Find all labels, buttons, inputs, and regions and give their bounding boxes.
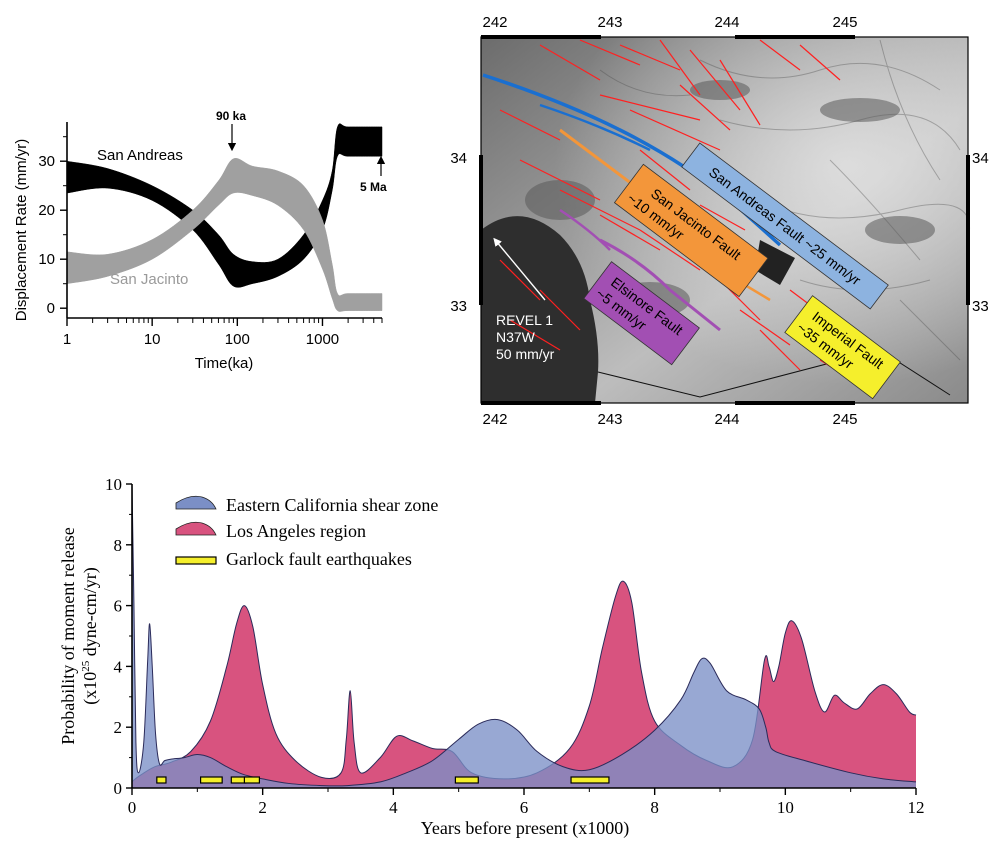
border-line	[597, 349, 881, 398]
ocean	[481, 216, 599, 403]
legend-swatch-garlock	[175, 556, 217, 565]
san-jacinto-label: San Jacinto	[110, 271, 188, 288]
y-tick-label: 30	[38, 153, 55, 170]
y-tick-label: 0	[114, 779, 123, 798]
legend-label-garlock: Garlock fault earthquakes	[226, 549, 412, 569]
revel-arrow	[493, 237, 546, 301]
map-y-tick-right: 33	[972, 298, 989, 315]
x-axis-label: Years before present (x1000)	[421, 818, 630, 839]
garlock-event	[230, 776, 247, 784]
san-jacinto-trace-2	[744, 283, 771, 302]
x-tick-label: 4	[389, 798, 398, 817]
x-tick-label: 1000	[306, 331, 339, 348]
revel-label-1: REVEL 1	[496, 312, 553, 328]
legend-label-la: Los Angeles region	[226, 521, 366, 541]
garlock-event	[570, 776, 610, 784]
revel-label-2: N37W	[496, 329, 536, 345]
outline-eastern-california-shear-zone	[131, 483, 917, 787]
x-tick-label: 8	[650, 798, 659, 817]
garlock-event	[156, 776, 167, 784]
map-x-tick-top: 243	[597, 14, 622, 31]
x-tick-label: 12	[908, 798, 925, 817]
band-san-jacinto	[66, 158, 383, 312]
area-eastern-california-shear-zone	[132, 484, 916, 788]
garlock-event	[243, 776, 261, 784]
map-tick-labels: 242 242 243 243 244 244 245 245 34 34 33 33	[450, 14, 988, 428]
legend-swatch-la	[175, 521, 217, 536]
y-tick-label: 6	[114, 597, 123, 616]
y-tick-label: 10	[38, 251, 55, 268]
outline-los-angeles-region	[131, 580, 917, 783]
bottom-ticks: 0 2 4 6 8 10 12 0 2 4 6 8 10	[105, 475, 925, 817]
x-tick-label: 6	[520, 798, 529, 817]
map-frame-bars	[479, 35, 970, 405]
elsinore-trace-2	[559, 208, 611, 251]
san-andreas-label: San Andreas	[97, 147, 183, 164]
revel-label-3: 50 mm/yr	[496, 346, 555, 362]
map-x-tick-top: 244	[714, 14, 739, 31]
y-tick-label: 0	[47, 300, 55, 317]
y-label-suffix: dyne-cm/yr)	[80, 567, 101, 660]
y-axis-label-line1: Probability of moment release	[58, 527, 78, 744]
legend-item-la: Los Angeles region	[175, 521, 366, 541]
y-label-prefix: (x10	[80, 672, 101, 705]
moment-release-panel: 0 2 4 6 8 10 12 0 2 4 6 8 10 Years before present (x…	[58, 475, 925, 839]
x-tick-label: 1	[63, 331, 71, 348]
y-tick-label: 20	[38, 202, 55, 219]
legend-label-ecsz: Eastern California shear zone	[226, 495, 438, 515]
displacement-ticks: 1 10 100 1000 0 10 20 30	[38, 136, 383, 348]
annotation-5ma: 5 Ma	[360, 180, 387, 194]
annotation-90ka: 90 ka	[216, 109, 246, 123]
map-y-tick-left: 33	[450, 298, 467, 315]
map-y-tick-left: 34	[450, 150, 467, 167]
salton-sea	[755, 240, 795, 285]
map-x-tick-bottom: 244	[714, 411, 739, 428]
garlock-event	[200, 776, 223, 784]
san-andreas-branch	[539, 103, 651, 152]
displacement-rate-panel: 1 10 100 1000 0 10 20 30 Time(ka) Displacement …	[13, 109, 387, 372]
map-x-tick-top: 245	[832, 14, 857, 31]
x-tick-label: 10	[144, 331, 161, 348]
moment-release-areas	[131, 483, 917, 788]
legend-item-ecsz: Eastern California shear zone	[175, 495, 438, 515]
map-y-tick-right: 34	[972, 150, 989, 167]
y-axis-label: Displacement Rate (mm/yr)	[13, 139, 30, 322]
x-tick-label: 2	[258, 798, 267, 817]
y-tick-label: 8	[114, 536, 123, 555]
legend-item-garlock: Garlock fault earthquakes	[175, 549, 412, 569]
y-tick-label: 4	[114, 657, 123, 676]
garlock-event	[454, 776, 479, 784]
x-tick-label: 0	[128, 798, 137, 817]
map-x-tick-bottom: 242	[482, 411, 507, 428]
x-tick-label: 10	[777, 798, 794, 817]
legend-swatch-ecsz	[175, 495, 217, 510]
elsinore-trace	[599, 238, 721, 332]
y-axis-label-line2: (x1025 dyne-cm/yr)	[80, 567, 101, 704]
y-label-exponent: 25	[80, 660, 92, 672]
legend: Eastern California shear zone Los Angele…	[175, 495, 438, 569]
y-tick-label: 2	[114, 718, 123, 737]
map-x-tick-top: 242	[482, 14, 507, 31]
x-tick-label: 100	[225, 331, 250, 348]
fault-map-panel: REVEL 1 N37W 50 mm/yr San Andreas Fault …	[450, 14, 988, 428]
garlock-events	[156, 776, 610, 784]
y-tick-label: 10	[105, 475, 122, 494]
imperial-fault-box: Imperial Fault ~35 mm/yr	[784, 295, 901, 400]
map-x-tick-bottom: 243	[597, 411, 622, 428]
x-axis-label: Time(ka)	[195, 355, 254, 372]
map-x-tick-bottom: 245	[832, 411, 857, 428]
